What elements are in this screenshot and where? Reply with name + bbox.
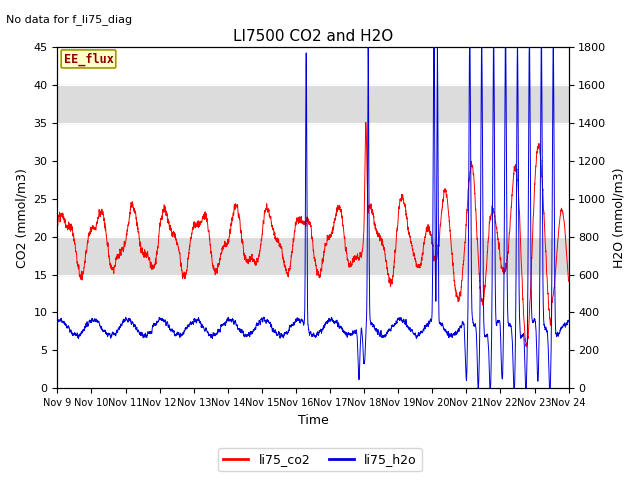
- Y-axis label: H2O (mmol/m3): H2O (mmol/m3): [612, 168, 625, 268]
- Legend: li75_co2, li75_h2o: li75_co2, li75_h2o: [218, 448, 422, 471]
- Text: No data for f_li75_diag: No data for f_li75_diag: [6, 14, 132, 25]
- X-axis label: Time: Time: [298, 414, 328, 427]
- Y-axis label: CO2 (mmol/m3): CO2 (mmol/m3): [15, 168, 28, 267]
- Bar: [58, 85, 568, 123]
- Title: LI7500 CO2 and H2O: LI7500 CO2 and H2O: [233, 29, 393, 44]
- Text: EE_flux: EE_flux: [63, 52, 113, 66]
- Bar: [58, 237, 568, 275]
